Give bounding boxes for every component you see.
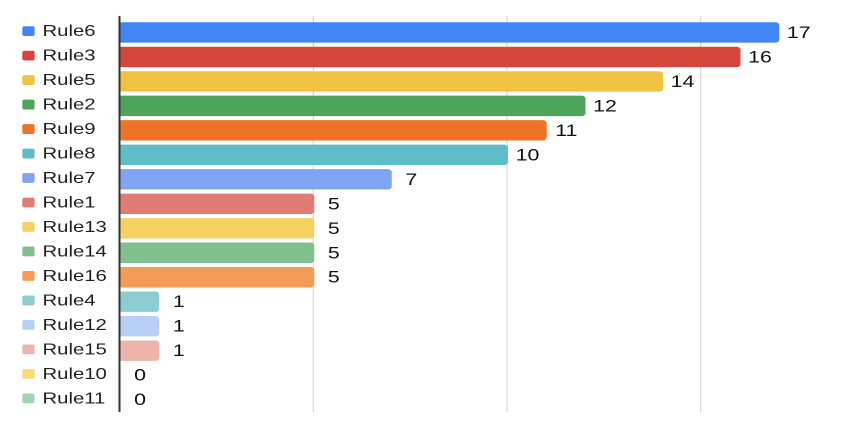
svg-text:Rule7: Rule7 xyxy=(43,168,96,186)
svg-text:0: 0 xyxy=(134,391,146,409)
svg-text:5: 5 xyxy=(328,244,340,262)
svg-text:Rule14: Rule14 xyxy=(43,242,107,260)
svg-text:1: 1 xyxy=(173,318,185,336)
svg-text:7: 7 xyxy=(405,171,417,189)
svg-text:Rule13: Rule13 xyxy=(43,217,107,235)
svg-text:5: 5 xyxy=(328,220,340,238)
svg-text:Rule16: Rule16 xyxy=(43,266,107,284)
svg-text:1: 1 xyxy=(173,342,185,360)
svg-text:5: 5 xyxy=(328,195,340,213)
svg-text:12: 12 xyxy=(593,97,617,115)
svg-text:5: 5 xyxy=(328,269,340,287)
svg-text:10: 10 xyxy=(516,146,540,164)
svg-text:Rule12: Rule12 xyxy=(43,315,107,333)
svg-text:17: 17 xyxy=(787,24,811,42)
svg-text:Rule6: Rule6 xyxy=(43,21,96,39)
svg-text:Rule11: Rule11 xyxy=(43,389,106,407)
svg-text:14: 14 xyxy=(671,73,695,91)
svg-text:Rule9: Rule9 xyxy=(43,119,96,137)
svg-text:Rule15: Rule15 xyxy=(43,340,107,358)
svg-text:0: 0 xyxy=(134,367,146,385)
svg-text:Rule8: Rule8 xyxy=(43,144,96,162)
svg-text:Rule2: Rule2 xyxy=(43,95,96,113)
svg-text:Rule4: Rule4 xyxy=(43,291,96,309)
svg-text:Rule10: Rule10 xyxy=(43,364,107,382)
svg-text:11: 11 xyxy=(555,122,577,140)
svg-text:Rule1: Rule1 xyxy=(43,193,96,211)
svg-text:1: 1 xyxy=(173,293,185,311)
svg-text:Rule3: Rule3 xyxy=(43,46,96,64)
svg-text:16: 16 xyxy=(748,48,772,66)
svg-text:Rule5: Rule5 xyxy=(43,70,96,88)
